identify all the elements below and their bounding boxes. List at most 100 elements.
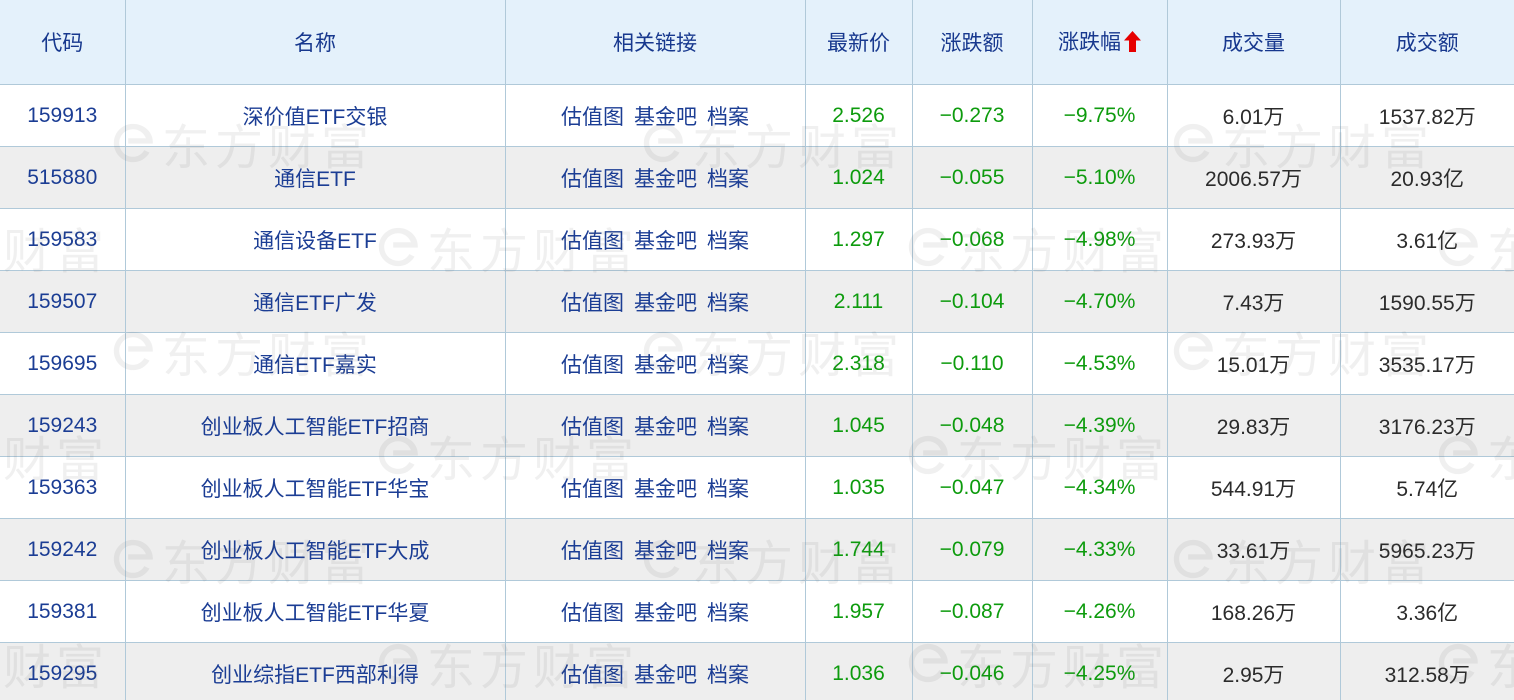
archive-link[interactable]: 档案 xyxy=(707,291,749,315)
volume-value: 29.83万 xyxy=(1167,394,1341,457)
volume-value: 544.91万 xyxy=(1167,456,1341,519)
fund-bar-link[interactable]: 基金吧 xyxy=(634,291,697,315)
etf-name-link[interactable]: 通信ETF嘉实 xyxy=(253,353,377,377)
etf-name-link[interactable]: 创业板人工智能ETF华宝 xyxy=(200,477,430,501)
etf-name-link[interactable]: 创业综指ETF西部利得 xyxy=(211,663,419,687)
change-percent-value: −4.98% xyxy=(1032,208,1168,271)
latest-price-value: 2.318 xyxy=(805,332,913,395)
change-amount-value: −0.046 xyxy=(912,642,1033,700)
column-header-label: 代码 xyxy=(41,32,84,55)
latest-price-value: 1.036 xyxy=(805,642,913,700)
archive-link[interactable]: 档案 xyxy=(707,477,749,501)
fund-bar-link[interactable]: 基金吧 xyxy=(634,229,697,253)
related-links-cell: 估值图 基金吧 档案 xyxy=(505,270,806,333)
turnover-value: 5.74亿 xyxy=(1340,456,1514,519)
etf-name-link[interactable]: 创业板人工智能ETF华夏 xyxy=(200,601,430,625)
archive-link[interactable]: 档案 xyxy=(707,539,749,563)
valuation-chart-link[interactable]: 估值图 xyxy=(561,539,624,563)
valuation-chart-link[interactable]: 估值图 xyxy=(561,601,624,625)
column-header-label: 涨跌额 xyxy=(940,32,1004,55)
valuation-chart-link[interactable]: 估值图 xyxy=(561,663,624,687)
column-header-label: 成交额 xyxy=(1395,32,1459,55)
latest-price-value: 1.297 xyxy=(805,208,913,271)
etf-name-link[interactable]: 通信设备ETF xyxy=(253,229,377,253)
etf-name-link[interactable]: 创业板人工智能ETF大成 xyxy=(200,539,430,563)
fund-bar-link[interactable]: 基金吧 xyxy=(634,167,697,191)
column-header-price[interactable]: 最新价 xyxy=(805,0,913,85)
column-header-label: 成交量 xyxy=(1222,32,1285,55)
etf-code-link[interactable]: 159583 xyxy=(27,227,98,251)
etf-name-link[interactable]: 通信ETF广发 xyxy=(253,291,377,315)
change-percent-value: −4.53% xyxy=(1032,332,1168,395)
etf-code-link[interactable]: 159295 xyxy=(27,661,98,685)
volume-value: 6.01万 xyxy=(1167,84,1341,147)
column-header-pct[interactable]: 涨跌幅 xyxy=(1032,0,1168,85)
valuation-chart-link[interactable]: 估值图 xyxy=(561,167,624,191)
related-links-cell: 估值图 基金吧 档案 xyxy=(505,456,806,519)
volume-value: 2.95万 xyxy=(1167,642,1341,700)
archive-link[interactable]: 档案 xyxy=(707,105,749,129)
table-row: 159507 通信ETF广发 估值图 基金吧 档案 2.111 −0.104 −4.… xyxy=(0,270,1514,333)
change-amount-value: −0.110 xyxy=(912,332,1033,395)
valuation-chart-link[interactable]: 估值图 xyxy=(561,229,624,253)
latest-price-value: 1.024 xyxy=(805,146,913,209)
volume-value: 7.43万 xyxy=(1167,270,1341,333)
column-header-name[interactable]: 名称 xyxy=(125,0,506,85)
turnover-value: 1537.82万 xyxy=(1340,84,1514,147)
etf-code-link[interactable]: 159381 xyxy=(27,599,98,623)
valuation-chart-link[interactable]: 估值图 xyxy=(561,105,624,129)
turnover-value: 3.36亿 xyxy=(1340,580,1514,643)
name-cell: 创业板人工智能ETF华夏 xyxy=(125,580,506,643)
valuation-chart-link[interactable]: 估值图 xyxy=(561,291,624,315)
etf-code-link[interactable]: 159242 xyxy=(27,537,98,561)
etf-name-link[interactable]: 深价值ETF交银 xyxy=(242,105,388,129)
fund-bar-link[interactable]: 基金吧 xyxy=(634,477,697,501)
change-percent-value: −4.33% xyxy=(1032,518,1168,581)
etf-name-link[interactable]: 创业板人工智能ETF招商 xyxy=(200,415,430,439)
fund-bar-link[interactable]: 基金吧 xyxy=(634,663,697,687)
archive-link[interactable]: 档案 xyxy=(707,229,749,253)
table-row: 159242 创业板人工智能ETF大成 估值图 基金吧 档案 1.744 −0.07… xyxy=(0,518,1514,581)
name-cell: 创业板人工智能ETF招商 xyxy=(125,394,506,457)
latest-price-value: 1.045 xyxy=(805,394,913,457)
table-row: 159381 创业板人工智能ETF华夏 估值图 基金吧 档案 1.957 −0.08… xyxy=(0,580,1514,643)
etf-name-link[interactable]: 通信ETF xyxy=(274,167,356,191)
latest-price-value: 2.111 xyxy=(805,270,913,333)
fund-bar-link[interactable]: 基金吧 xyxy=(634,353,697,377)
etf-code-link[interactable]: 159243 xyxy=(27,413,98,437)
fund-bar-link[interactable]: 基金吧 xyxy=(634,601,697,625)
etf-code-link[interactable]: 159507 xyxy=(27,289,98,313)
valuation-chart-link[interactable]: 估值图 xyxy=(561,415,624,439)
fund-bar-link[interactable]: 基金吧 xyxy=(634,105,697,129)
column-header-code[interactable]: 代码 xyxy=(0,0,126,85)
archive-link[interactable]: 档案 xyxy=(707,663,749,687)
change-amount-value: −0.104 xyxy=(912,270,1033,333)
etf-code-link[interactable]: 515880 xyxy=(27,165,98,189)
archive-link[interactable]: 档案 xyxy=(707,415,749,439)
etf-code-link[interactable]: 159913 xyxy=(27,103,98,127)
archive-link[interactable]: 档案 xyxy=(707,601,749,625)
etf-code-link[interactable]: 159695 xyxy=(27,351,98,375)
archive-link[interactable]: 档案 xyxy=(707,167,749,191)
archive-link[interactable]: 档案 xyxy=(707,353,749,377)
column-header-links[interactable]: 相关链接 xyxy=(505,0,806,85)
column-header-turnover[interactable]: 成交额 xyxy=(1340,0,1514,85)
turnover-value: 20.93亿 xyxy=(1340,146,1514,209)
related-links-cell: 估值图 基金吧 档案 xyxy=(505,642,806,700)
name-cell: 通信设备ETF xyxy=(125,208,506,271)
valuation-chart-link[interactable]: 估值图 xyxy=(561,477,624,501)
table-row: 159363 创业板人工智能ETF华宝 估值图 基金吧 档案 1.035 −0.04… xyxy=(0,456,1514,519)
fund-bar-link[interactable]: 基金吧 xyxy=(634,415,697,439)
code-cell: 159913 xyxy=(0,84,126,147)
valuation-chart-link[interactable]: 估值图 xyxy=(561,353,624,377)
fund-bar-link[interactable]: 基金吧 xyxy=(634,539,697,563)
column-header-change[interactable]: 涨跌额 xyxy=(912,0,1033,85)
volume-value: 168.26万 xyxy=(1167,580,1341,643)
change-amount-value: −0.087 xyxy=(912,580,1033,643)
code-cell: 159295 xyxy=(0,642,126,700)
etf-code-link[interactable]: 159363 xyxy=(27,475,98,499)
change-percent-value: −4.25% xyxy=(1032,642,1168,700)
turnover-value: 1590.55万 xyxy=(1340,270,1514,333)
column-header-volume[interactable]: 成交量 xyxy=(1167,0,1341,85)
